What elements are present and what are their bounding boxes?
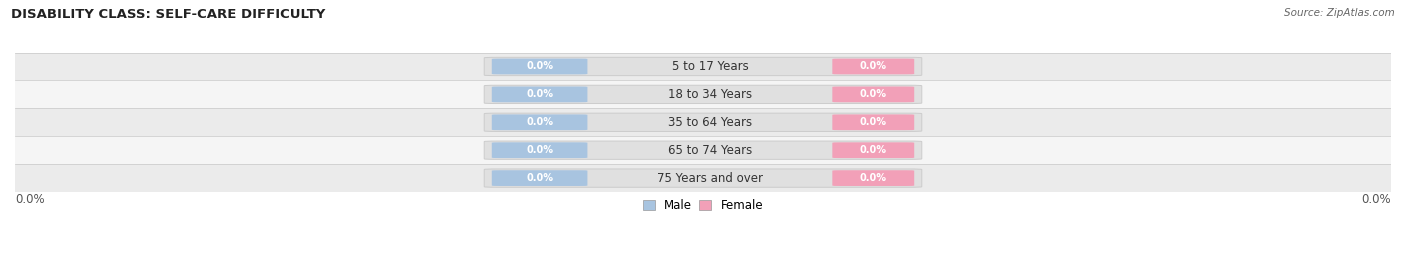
FancyBboxPatch shape — [484, 85, 922, 103]
Text: 0.0%: 0.0% — [860, 145, 887, 155]
Legend: Male, Female: Male, Female — [638, 194, 768, 217]
Text: 0.0%: 0.0% — [860, 61, 887, 72]
Text: 0.0%: 0.0% — [1361, 193, 1391, 206]
Bar — [15, 164, 1391, 192]
Text: 18 to 34 Years: 18 to 34 Years — [668, 88, 752, 101]
Text: 0.0%: 0.0% — [526, 117, 553, 127]
FancyBboxPatch shape — [832, 142, 914, 158]
Text: 65 to 74 Years: 65 to 74 Years — [668, 144, 752, 157]
Bar — [15, 108, 1391, 136]
Text: 0.0%: 0.0% — [860, 90, 887, 99]
Text: 0.0%: 0.0% — [860, 117, 887, 127]
Bar — [15, 53, 1391, 80]
FancyBboxPatch shape — [832, 59, 914, 74]
FancyBboxPatch shape — [492, 142, 588, 158]
Text: 5 to 17 Years: 5 to 17 Years — [672, 60, 748, 73]
Text: 75 Years and over: 75 Years and over — [657, 172, 763, 185]
Text: 0.0%: 0.0% — [526, 173, 553, 183]
Text: 0.0%: 0.0% — [526, 61, 553, 72]
Bar — [15, 136, 1391, 164]
FancyBboxPatch shape — [492, 170, 588, 186]
FancyBboxPatch shape — [492, 59, 588, 74]
FancyBboxPatch shape — [832, 170, 914, 186]
Text: 0.0%: 0.0% — [15, 193, 45, 206]
FancyBboxPatch shape — [484, 141, 922, 159]
FancyBboxPatch shape — [492, 114, 588, 130]
Text: 0.0%: 0.0% — [526, 90, 553, 99]
FancyBboxPatch shape — [832, 87, 914, 102]
FancyBboxPatch shape — [484, 113, 922, 131]
FancyBboxPatch shape — [832, 114, 914, 130]
Bar — [15, 80, 1391, 108]
Text: Source: ZipAtlas.com: Source: ZipAtlas.com — [1284, 8, 1395, 18]
Text: DISABILITY CLASS: SELF-CARE DIFFICULTY: DISABILITY CLASS: SELF-CARE DIFFICULTY — [11, 8, 326, 21]
FancyBboxPatch shape — [484, 169, 922, 187]
FancyBboxPatch shape — [492, 87, 588, 102]
Text: 35 to 64 Years: 35 to 64 Years — [668, 116, 752, 129]
FancyBboxPatch shape — [484, 57, 922, 76]
Text: 0.0%: 0.0% — [526, 145, 553, 155]
Text: 0.0%: 0.0% — [860, 173, 887, 183]
